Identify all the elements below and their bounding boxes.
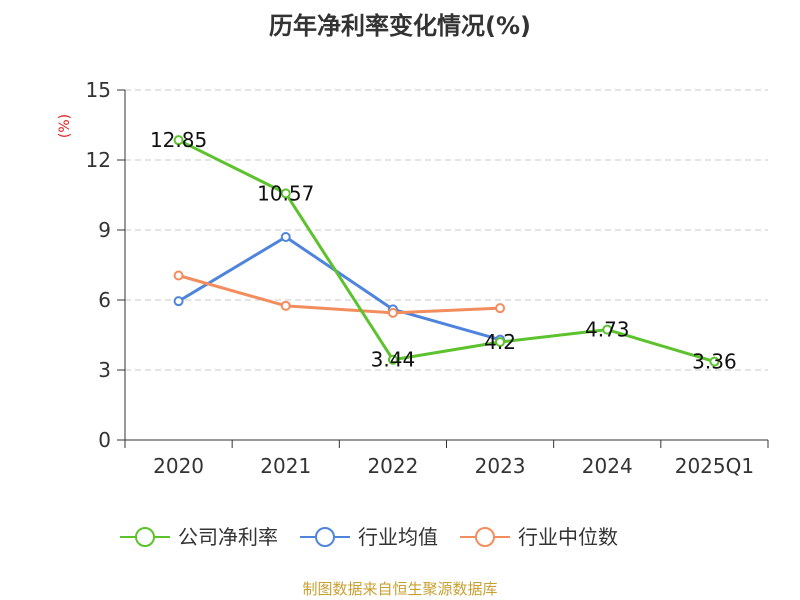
series-line	[177, 235, 501, 342]
grid-lines	[125, 89, 768, 371]
y-tick-label: 6	[98, 288, 111, 312]
data-point[interactable]	[173, 135, 184, 146]
series-layer	[173, 135, 720, 367]
y-tick-label: 3	[98, 358, 111, 382]
data-point[interactable]	[602, 324, 613, 335]
x-tick-label: 2024	[582, 454, 633, 478]
data-point[interactable]	[495, 303, 506, 314]
legend-item[interactable]: 行业中位数	[460, 525, 618, 549]
series-line	[177, 138, 715, 364]
x-tick-label: 2022	[367, 454, 418, 478]
series-line	[178, 274, 501, 315]
y-tick-label: 12	[86, 148, 111, 172]
legend[interactable]: 公司净利率 行业均值 行业中位数	[120, 525, 618, 549]
legend-marker-icon	[475, 527, 495, 547]
legend-label: 公司净利率	[178, 525, 278, 549]
legend-label: 行业中位数	[518, 525, 618, 549]
data-point[interactable]	[280, 232, 291, 242]
data-label: 12.85	[150, 128, 207, 152]
data-label: 10.57	[257, 181, 314, 205]
y-axis-label: (%)	[57, 114, 73, 138]
legend-item[interactable]: 公司净利率	[120, 525, 278, 549]
data-point[interactable]	[173, 270, 184, 281]
data-label: 4.73	[585, 318, 630, 342]
legend-label: 行业均值	[358, 525, 438, 549]
data-label: 4.2	[484, 330, 516, 354]
data-point[interactable]	[280, 188, 291, 199]
y-tick-label: 0	[98, 428, 111, 452]
data-label: 3.36	[692, 350, 737, 374]
x-tick-label: 2021	[260, 454, 311, 478]
data-point[interactable]	[387, 307, 398, 318]
legend-marker-icon	[315, 527, 335, 547]
x-tick-label: 2020	[153, 454, 204, 478]
data-label: 3.44	[371, 348, 416, 372]
source-note: 制图数据来自恒生聚源数据库	[302, 580, 497, 598]
data-point[interactable]	[173, 296, 184, 307]
data-point[interactable]	[709, 356, 720, 367]
data-point[interactable]	[495, 337, 506, 347]
y-tick-label: 9	[98, 218, 111, 242]
y-tick-label: 15	[86, 78, 111, 102]
legend-marker-icon	[135, 527, 155, 547]
data-labels: 12.85 10.57 3.44 4.2 4.73 3.36	[150, 128, 737, 373]
legend-item[interactable]: 行业均值	[300, 525, 438, 549]
data-point[interactable]	[280, 300, 291, 311]
data-point[interactable]	[387, 354, 398, 365]
x-tick-label: 2023	[475, 454, 526, 478]
x-tick-label: 2025Q1	[675, 454, 754, 478]
axes: 0 3 6 9 12 15 2020 2021 2022 2023 2024 2025Q1	[86, 78, 769, 478]
chart-title: 历年净利率变化情况(%)	[269, 12, 531, 40]
